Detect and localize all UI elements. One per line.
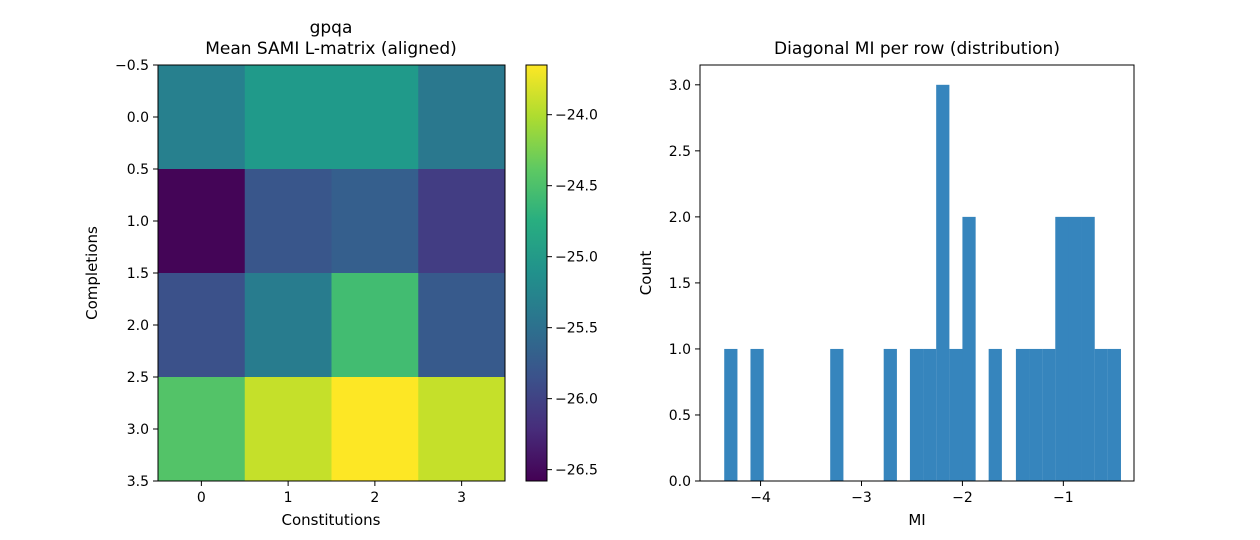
colorbar-tick-label: −25.5 <box>555 321 598 337</box>
heatmap-cells <box>158 65 506 482</box>
histogram-y-tick-label: 1.5 <box>669 276 691 292</box>
histogram-bar <box>830 348 844 481</box>
histogram-bar <box>1081 216 1095 481</box>
heatmap-cell <box>158 273 246 378</box>
heatmap-subtitle: Mean SAMI L-matrix (aligned) <box>205 39 457 59</box>
histogram-bar <box>1042 348 1056 481</box>
heatmap-y-tick-label: 2.5 <box>127 370 149 386</box>
heatmap-y-tick-label: 3.0 <box>127 422 149 438</box>
histogram-x-tick-label: −4 <box>750 490 771 506</box>
histogram-x-tick-label: −1 <box>1053 490 1074 506</box>
heatmap-cell <box>418 273 506 378</box>
heatmap-cell <box>244 377 332 482</box>
histogram-bar <box>923 348 937 481</box>
heatmap-y-tick-label: 1.0 <box>127 214 149 230</box>
histogram-y-tick-label: 2.5 <box>669 144 691 160</box>
heatmap-cell <box>331 169 419 274</box>
histogram-bar <box>962 216 976 481</box>
colorbar-ticks: −24.0 −24.5 −25.0 −25.5 −26.0 −26.5 <box>547 108 598 479</box>
histogram-bar <box>750 348 764 481</box>
histogram-bar <box>1107 348 1121 481</box>
heatmap-x-tick-label: 2 <box>370 490 379 506</box>
heatmap-cell <box>158 377 246 482</box>
heatmap-cell <box>331 65 419 170</box>
histogram-y-tick-label: 3.0 <box>669 78 691 94</box>
heatmap-y-tick-label: 0.5 <box>127 162 149 178</box>
heatmap-x-tick-label: 0 <box>197 490 206 506</box>
histogram-frame <box>699 64 1135 482</box>
histogram-bar <box>949 348 963 481</box>
heatmap-panel: gpqa Mean SAMI L-matrix (aligned) 0 1 2 3 −… <box>83 18 506 529</box>
heatmap-cell <box>331 377 419 482</box>
colorbar-tick-label: −25.0 <box>555 250 598 266</box>
heatmap-cell <box>418 169 506 274</box>
histogram-bar <box>909 348 924 481</box>
histogram-bar <box>1015 348 1030 481</box>
histogram-y-ticks: 0.0 0.5 1.0 1.5 2.0 2.5 3.0 <box>669 78 700 490</box>
heatmap-cell <box>244 273 332 378</box>
heatmap-cell <box>331 273 419 378</box>
histogram-bar <box>1094 348 1108 481</box>
histogram-bar <box>724 348 738 481</box>
heatmap-y-tick-label: 0.0 <box>127 110 149 126</box>
histogram-bar <box>1055 216 1069 481</box>
heatmap-cell <box>418 377 506 482</box>
heatmap-cell <box>418 65 506 170</box>
colorbar: −24.0 −24.5 −25.0 −25.5 −26.0 −26.5 <box>525 64 598 482</box>
histogram-y-tick-label: 0.5 <box>669 408 691 424</box>
heatmap-title: gpqa <box>310 18 353 38</box>
heatmap-y-tick-label: 2.0 <box>127 318 149 334</box>
histogram-x-ticks: −4 −3 −2 −1 <box>750 481 1074 506</box>
heatmap-y-tick-label: 1.5 <box>127 266 149 282</box>
colorbar-tick-label: −26.0 <box>555 392 598 408</box>
histogram-bar <box>883 348 897 481</box>
colorbar-tick-label: −24.5 <box>555 179 598 195</box>
histogram-y-label: Count <box>637 251 655 296</box>
histogram-bar <box>1029 348 1043 481</box>
heatmap-x-label: Constitutions <box>282 511 381 529</box>
heatmap-x-tick-label: 1 <box>284 490 293 506</box>
heatmap-x-ticks: 0 1 2 3 <box>197 481 466 506</box>
histogram-bar <box>988 348 1002 481</box>
colorbar-gradient <box>525 64 548 482</box>
colorbar-tick-label: −24.0 <box>555 108 598 124</box>
histogram-y-tick-label: 2.0 <box>669 210 691 226</box>
histogram-x-tick-label: −3 <box>851 490 872 506</box>
histogram-bar <box>936 84 950 482</box>
heatmap-cell <box>244 169 332 274</box>
heatmap-cell <box>158 169 246 274</box>
histogram-bars <box>724 84 1121 482</box>
heatmap-y-tick-label: −0.5 <box>115 58 149 74</box>
heatmap-cell <box>158 65 246 170</box>
histogram-bar <box>1068 216 1082 481</box>
histogram-y-tick-label: 0.0 <box>669 474 691 490</box>
heatmap-x-tick-label: 3 <box>457 490 466 506</box>
heatmap-y-label: Completions <box>83 226 101 320</box>
heatmap-y-tick-label: 3.5 <box>127 474 149 490</box>
heatmap-y-ticks: −0.5 0.0 0.5 1.0 1.5 2.0 2.5 3.0 3.5 <box>115 58 158 490</box>
heatmap-cell <box>244 65 332 170</box>
colorbar-tick-label: −26.5 <box>555 463 598 479</box>
histogram-panel: Diagonal MI per row (distribution) −4 −3−… <box>637 39 1135 529</box>
histogram-x-tick-label: −2 <box>952 490 973 506</box>
histogram-y-tick-label: 1.0 <box>669 342 691 358</box>
histogram-title: Diagonal MI per row (distribution) <box>774 39 1060 59</box>
histogram-x-label: MI <box>908 511 925 529</box>
